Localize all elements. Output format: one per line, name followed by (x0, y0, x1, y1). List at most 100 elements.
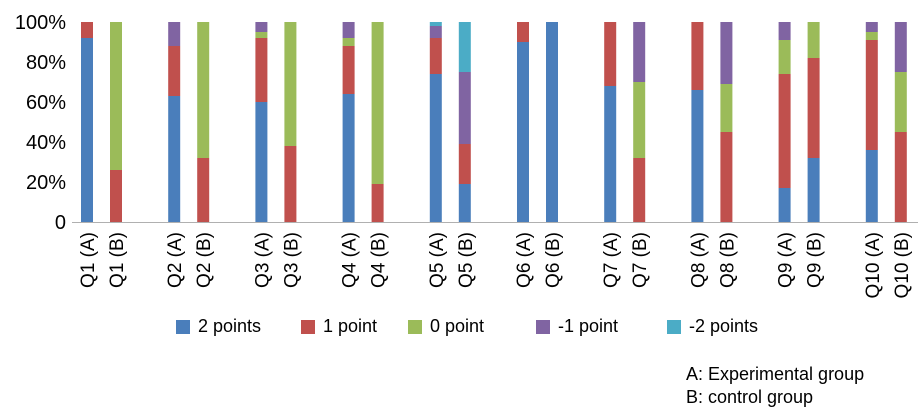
x-tick-label: Q10 (A) (863, 232, 884, 299)
legend-swatch (408, 319, 422, 334)
bar-segment (342, 94, 355, 222)
legend-label: 2 points (198, 316, 262, 336)
x-tick-label: Q3 (A) (252, 232, 273, 288)
bar-segment (604, 22, 617, 86)
x-tick-label: Q6 (A) (514, 232, 535, 288)
bars (81, 22, 907, 222)
bar-segment (691, 90, 704, 222)
group-notes: A: Experimental group B: control group (686, 364, 916, 412)
x-tick-label: Q4 (A) (340, 232, 361, 288)
bar-segment (110, 170, 122, 222)
bar-segment (255, 38, 268, 102)
bar-segment (168, 96, 181, 222)
legend-item: 1 point (301, 316, 377, 337)
y-tick-label: 60% (26, 92, 66, 114)
x-axis: Q1 (A) Q1 (B) Q2 (A) Q2 (B) Q3 (A) Q3 (B) Q4 (… (72, 222, 918, 299)
bar-segment (778, 188, 791, 222)
bar-segment (894, 132, 907, 222)
bar-segment (458, 72, 471, 144)
bar-segment (691, 22, 704, 90)
x-tick-label: Q1 (B) (107, 232, 128, 288)
x-tick-label: Q2 (B) (194, 232, 215, 288)
legend-item: -1 point (536, 316, 618, 337)
bar-segment (517, 22, 529, 42)
bar-segment (110, 22, 122, 170)
bar-segment (342, 38, 355, 46)
bar-segment (633, 158, 646, 222)
bar-segment (458, 22, 471, 72)
bar-segment (197, 158, 210, 222)
bar-segment (633, 22, 646, 82)
bar-segment (81, 22, 93, 38)
bar-segment (604, 86, 617, 222)
bar-segment (894, 22, 907, 72)
bar-segment (807, 22, 820, 58)
legend-swatch (301, 319, 315, 334)
legend-label: -1 point (558, 316, 619, 336)
y-axis: 0 20% 40% 60% 80% 100% (15, 12, 66, 234)
bar-segment (255, 22, 268, 32)
legend-label: 1 point (323, 316, 378, 336)
bar-segment (546, 22, 558, 222)
y-tick-label: 80% (26, 52, 66, 74)
bar-segment (720, 22, 733, 84)
legend-swatch (176, 319, 190, 334)
x-tick-label: Q9 (A) (776, 232, 797, 288)
bar-segment (807, 58, 820, 158)
bar-segment (720, 132, 733, 222)
bar-segment (778, 40, 791, 74)
x-tick-label: Q7 (A) (601, 232, 622, 288)
legend-label: 0 point (430, 316, 485, 336)
x-tick-label: Q5 (B) (456, 232, 477, 288)
bar-segment (633, 82, 646, 158)
bar-segment (81, 38, 93, 222)
bar-segment (458, 184, 471, 222)
x-tick-label: Q6 (B) (543, 232, 564, 288)
x-tick-label: Q7 (B) (630, 232, 651, 288)
bar-segment (894, 72, 907, 132)
bar-segment (429, 22, 442, 26)
x-tick-label: Q5 (A) (427, 232, 448, 288)
bar-segment (197, 22, 210, 158)
legend-label: -2 points (689, 316, 759, 336)
x-tick-label: Q8 (A) (688, 232, 709, 288)
note-experimental-group: A: Experimental group (686, 364, 865, 384)
bar-segment (255, 32, 268, 38)
bar-segment (429, 74, 442, 222)
bar-segment (865, 150, 878, 222)
bar-segment (168, 46, 181, 96)
bar-segment (807, 158, 820, 222)
bar-segment (778, 74, 791, 188)
bar-segment (371, 22, 384, 184)
legend-item: 0 point (408, 316, 484, 337)
bar-segment (517, 42, 529, 222)
y-tick-label: 0 (55, 212, 66, 234)
bar-segment (371, 184, 384, 222)
x-tick-label: Q8 (B) (717, 232, 738, 288)
bar-segment (255, 102, 268, 222)
x-tick-label: Q4 (B) (369, 232, 390, 288)
x-tick-label: Q1 (A) (78, 232, 99, 288)
bar-segment (284, 146, 297, 222)
x-tick-label: Q9 (B) (805, 232, 826, 288)
bar-segment (429, 38, 442, 74)
bar-segment (429, 26, 442, 38)
y-tick-label: 20% (26, 172, 66, 194)
bar-segment (168, 22, 181, 46)
y-tick-label: 100% (15, 12, 66, 34)
bar-segment (342, 22, 355, 38)
bar-segment (865, 40, 878, 150)
bar-segment (720, 84, 733, 132)
legend-swatch (667, 319, 681, 334)
legend-swatch (536, 319, 550, 334)
x-tick-label: Q3 (B) (281, 232, 302, 288)
note-control-group: B: control group (686, 387, 814, 407)
x-tick-label: Q10 (B) (892, 232, 913, 299)
bar-segment (342, 46, 355, 94)
legend-item: 2 points (176, 316, 261, 337)
bar-segment (778, 22, 791, 40)
legend-item: -2 points (667, 316, 758, 337)
legend: 2 points 1 point 0 point -1 point -2 points (0, 310, 921, 346)
